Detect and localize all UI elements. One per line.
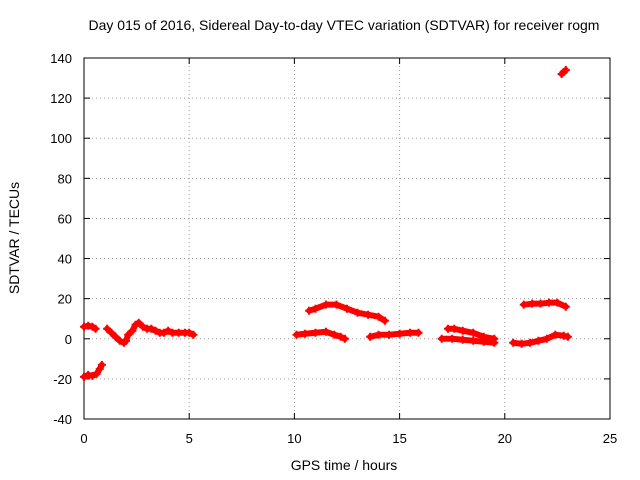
- data-point: [395, 329, 404, 338]
- data-point: [553, 298, 562, 307]
- x-tick-label: 20: [498, 431, 512, 446]
- data-point: [147, 324, 156, 333]
- grid: [84, 58, 610, 419]
- data-point: [517, 339, 526, 348]
- data-point: [189, 330, 198, 339]
- data-point: [321, 300, 330, 309]
- data-point: [84, 370, 93, 379]
- chart-title: Day 015 of 2016, Sidereal Day-to-day VTE…: [89, 17, 600, 33]
- data-point: [559, 331, 568, 340]
- data-point: [159, 328, 168, 337]
- data-point: [336, 332, 345, 341]
- data-point: [374, 312, 383, 321]
- data-point: [551, 330, 560, 339]
- data-point: [124, 330, 133, 339]
- data-point: [330, 330, 339, 339]
- data-series: [80, 66, 572, 381]
- data-point: [340, 334, 349, 343]
- data-point: [107, 328, 116, 337]
- y-tick-label: -40: [53, 412, 72, 427]
- data-point: [526, 338, 535, 347]
- data-point: [95, 364, 104, 373]
- data-point: [80, 322, 88, 331]
- data-point: [450, 324, 459, 333]
- data-point: [88, 371, 97, 380]
- x-tick-label: 15: [392, 431, 406, 446]
- data-point: [536, 299, 545, 308]
- plot-frame: [83, 57, 611, 420]
- data-point: [534, 336, 543, 345]
- data-point: [448, 334, 457, 343]
- data-point: [479, 332, 488, 341]
- data-point: [80, 372, 88, 381]
- x-tick-label: 0: [80, 431, 87, 446]
- axis-ticks: 0 5 10 15 20 25 -40 -20 0 20 40 60 80 100 120 140: [50, 51, 617, 446]
- data-point: [406, 328, 415, 337]
- data-point: [311, 328, 320, 337]
- data-point: [343, 304, 351, 313]
- data-point: [374, 330, 383, 339]
- data-point: [305, 306, 314, 315]
- data-point: [437, 334, 446, 343]
- data-point: [128, 326, 137, 335]
- data-point: [519, 300, 528, 309]
- x-tick-label: 5: [186, 431, 193, 446]
- data-point: [134, 318, 143, 327]
- y-tick-label: -20: [53, 372, 72, 387]
- data-point: [91, 324, 100, 333]
- data-point: [458, 326, 467, 335]
- data-point: [300, 329, 309, 338]
- data-point: [292, 330, 301, 339]
- data-point: [458, 335, 467, 344]
- data-point: [364, 310, 373, 319]
- data-point: [385, 330, 394, 339]
- x-tick-label: 25: [603, 431, 617, 446]
- data-point: [321, 327, 330, 336]
- y-tick-label: 60: [58, 211, 72, 226]
- data-point: [366, 332, 375, 341]
- data-point: [92, 369, 101, 378]
- data-point: [490, 334, 499, 343]
- data-point: [528, 299, 537, 308]
- data-point: [353, 308, 362, 317]
- data-point: [380, 316, 389, 325]
- y-tick-label: 0: [65, 332, 72, 347]
- data-point: [164, 326, 173, 335]
- data-point: [414, 328, 423, 337]
- data-point: [122, 336, 131, 345]
- data-point: [138, 322, 147, 331]
- data-point: [561, 66, 570, 75]
- data-point: [469, 336, 478, 345]
- data-point: [151, 326, 160, 335]
- y-axis-label: SDTVAR / TECUs: [6, 182, 22, 294]
- data-point: [563, 332, 572, 341]
- y-tick-label: 100: [50, 131, 72, 146]
- data-point: [97, 360, 106, 369]
- data-point: [103, 324, 112, 333]
- x-axis-label: GPS time / hours: [291, 457, 398, 473]
- y-tick-label: 140: [50, 51, 72, 66]
- y-tick-label: 40: [58, 252, 72, 267]
- data-point: [84, 321, 93, 330]
- data-point: [185, 328, 194, 337]
- data-point: [542, 334, 551, 343]
- data-point: [311, 304, 320, 313]
- data-point: [544, 298, 553, 307]
- y-tick-label: 20: [58, 292, 72, 307]
- data-point: [111, 332, 120, 341]
- data-point: [469, 328, 478, 337]
- data-point: [332, 300, 341, 309]
- y-tick-label: 120: [50, 91, 72, 106]
- data-point: [509, 338, 518, 347]
- data-point: [561, 302, 570, 311]
- y-tick-label: 80: [58, 171, 72, 186]
- x-tick-label: 10: [287, 431, 301, 446]
